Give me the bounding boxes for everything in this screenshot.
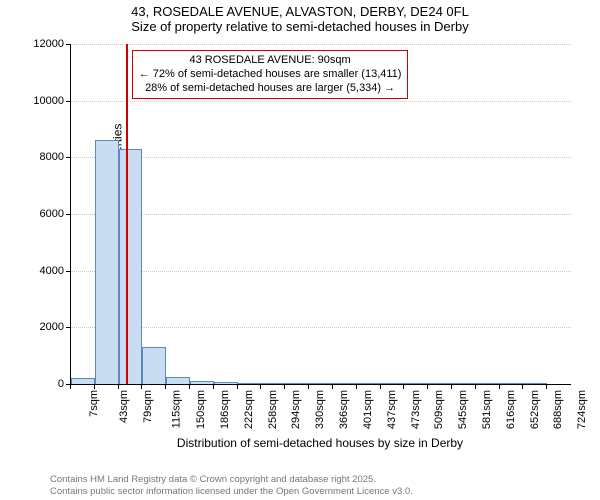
gridline: [71, 157, 571, 158]
xtick-mark: [189, 384, 190, 389]
ytick-label: 0: [4, 378, 64, 390]
xtick-mark: [141, 384, 142, 389]
ytick-label: 8000: [4, 151, 64, 163]
xtick-mark: [499, 384, 500, 389]
histogram-bar: [214, 382, 238, 384]
xtick-mark: [451, 384, 452, 389]
xtick-label: 186sqm: [219, 390, 231, 429]
histogram-bar: [142, 347, 166, 384]
ytick-label: 12000: [4, 38, 64, 50]
xtick-mark: [427, 384, 428, 389]
gridline: [71, 214, 571, 215]
xtick-label: 294sqm: [291, 390, 303, 429]
xtick-label: 330sqm: [314, 390, 326, 429]
gridline: [71, 327, 571, 328]
xtick-label: 652sqm: [529, 390, 541, 429]
chart-title-block: 43, ROSEDALE AVENUE, ALVASTON, DERBY, DE…: [0, 0, 600, 34]
xtick-mark: [165, 384, 166, 389]
footer-attribution: Contains HM Land Registry data © Crown c…: [50, 474, 413, 497]
xtick-mark: [403, 384, 404, 389]
ytick-mark: [66, 327, 71, 328]
annotation-box: 43 ROSEDALE AVENUE: 90sqm← 72% of semi-d…: [132, 50, 409, 99]
chart-title-sub: Size of property relative to semi-detach…: [0, 19, 600, 34]
chart-area: Number of semi-detached properties 43 RO…: [70, 44, 570, 414]
histogram-bar: [119, 149, 143, 384]
gridline: [71, 44, 571, 45]
xtick-label: 115sqm: [171, 390, 183, 428]
ytick-label: 10000: [4, 95, 64, 107]
xtick-mark: [70, 384, 71, 389]
histogram-bar: [166, 377, 190, 384]
xtick-label: 258sqm: [267, 390, 279, 429]
footer-line-2: Contains public sector information licen…: [50, 486, 413, 497]
xtick-label: 43sqm: [118, 390, 130, 423]
histogram-bar: [476, 383, 500, 384]
annotation-line-3: 28% of semi-detached houses are larger (…: [139, 82, 402, 96]
histogram-bar: [95, 140, 119, 384]
xtick-mark: [546, 384, 547, 389]
plot-region: 43 ROSEDALE AVENUE: 90sqm← 72% of semi-d…: [70, 44, 571, 385]
reference-line: [126, 44, 128, 384]
xtick-label: 401sqm: [362, 390, 374, 429]
histogram-bar: [523, 383, 547, 384]
ytick-mark: [66, 101, 71, 102]
xtick-label: 150sqm: [195, 390, 207, 429]
histogram-bar: [285, 383, 309, 384]
annotation-line-2: ← 72% of semi-detached houses are smalle…: [139, 68, 402, 82]
xtick-label: 366sqm: [338, 390, 350, 429]
ytick-mark: [66, 214, 71, 215]
xtick-label: 509sqm: [433, 390, 445, 429]
histogram-bar: [309, 383, 333, 384]
ytick-label: 6000: [4, 208, 64, 220]
x-axis-title: Distribution of semi-detached houses by …: [70, 436, 570, 450]
xtick-label: 581sqm: [481, 390, 493, 429]
xtick-mark: [237, 384, 238, 389]
xtick-mark: [475, 384, 476, 389]
footer-line-1: Contains HM Land Registry data © Crown c…: [50, 474, 413, 485]
histogram-bar: [381, 383, 405, 384]
xtick-label: 688sqm: [553, 390, 565, 429]
histogram-bar: [333, 383, 357, 384]
histogram-bar: [261, 383, 285, 384]
ytick-label: 2000: [4, 321, 64, 333]
xtick-mark: [118, 384, 119, 389]
histogram-bar: [190, 381, 214, 384]
xtick-mark: [522, 384, 523, 389]
xtick-label: 545sqm: [457, 390, 469, 429]
xtick-mark: [213, 384, 214, 389]
xtick-label: 473sqm: [410, 390, 422, 429]
histogram-bar: [500, 383, 524, 384]
ytick-mark: [66, 271, 71, 272]
ytick-mark: [66, 157, 71, 158]
ytick-mark: [66, 44, 71, 45]
xtick-mark: [260, 384, 261, 389]
xtick-mark: [284, 384, 285, 389]
xtick-mark: [308, 384, 309, 389]
histogram-bar: [404, 383, 428, 384]
ytick-label: 4000: [4, 265, 64, 277]
xtick-label: 724sqm: [576, 390, 588, 429]
xtick-mark: [356, 384, 357, 389]
xtick-label: 79sqm: [142, 390, 154, 423]
gridline: [71, 271, 571, 272]
histogram-bar: [357, 383, 381, 384]
chart-title-main: 43, ROSEDALE AVENUE, ALVASTON, DERBY, DE…: [0, 4, 600, 19]
xtick-mark: [332, 384, 333, 389]
xtick-mark: [380, 384, 381, 389]
histogram-bar: [452, 383, 476, 384]
histogram-bar: [238, 383, 262, 384]
xtick-mark: [94, 384, 95, 389]
xtick-label: 222sqm: [243, 390, 255, 429]
histogram-bar: [71, 378, 95, 384]
annotation-line-1: 43 ROSEDALE AVENUE: 90sqm: [139, 54, 402, 68]
histogram-bar: [428, 383, 452, 384]
xtick-label: 7sqm: [88, 390, 100, 417]
gridline: [71, 101, 571, 102]
xtick-label: 616sqm: [505, 390, 517, 429]
xtick-label: 437sqm: [386, 390, 398, 429]
